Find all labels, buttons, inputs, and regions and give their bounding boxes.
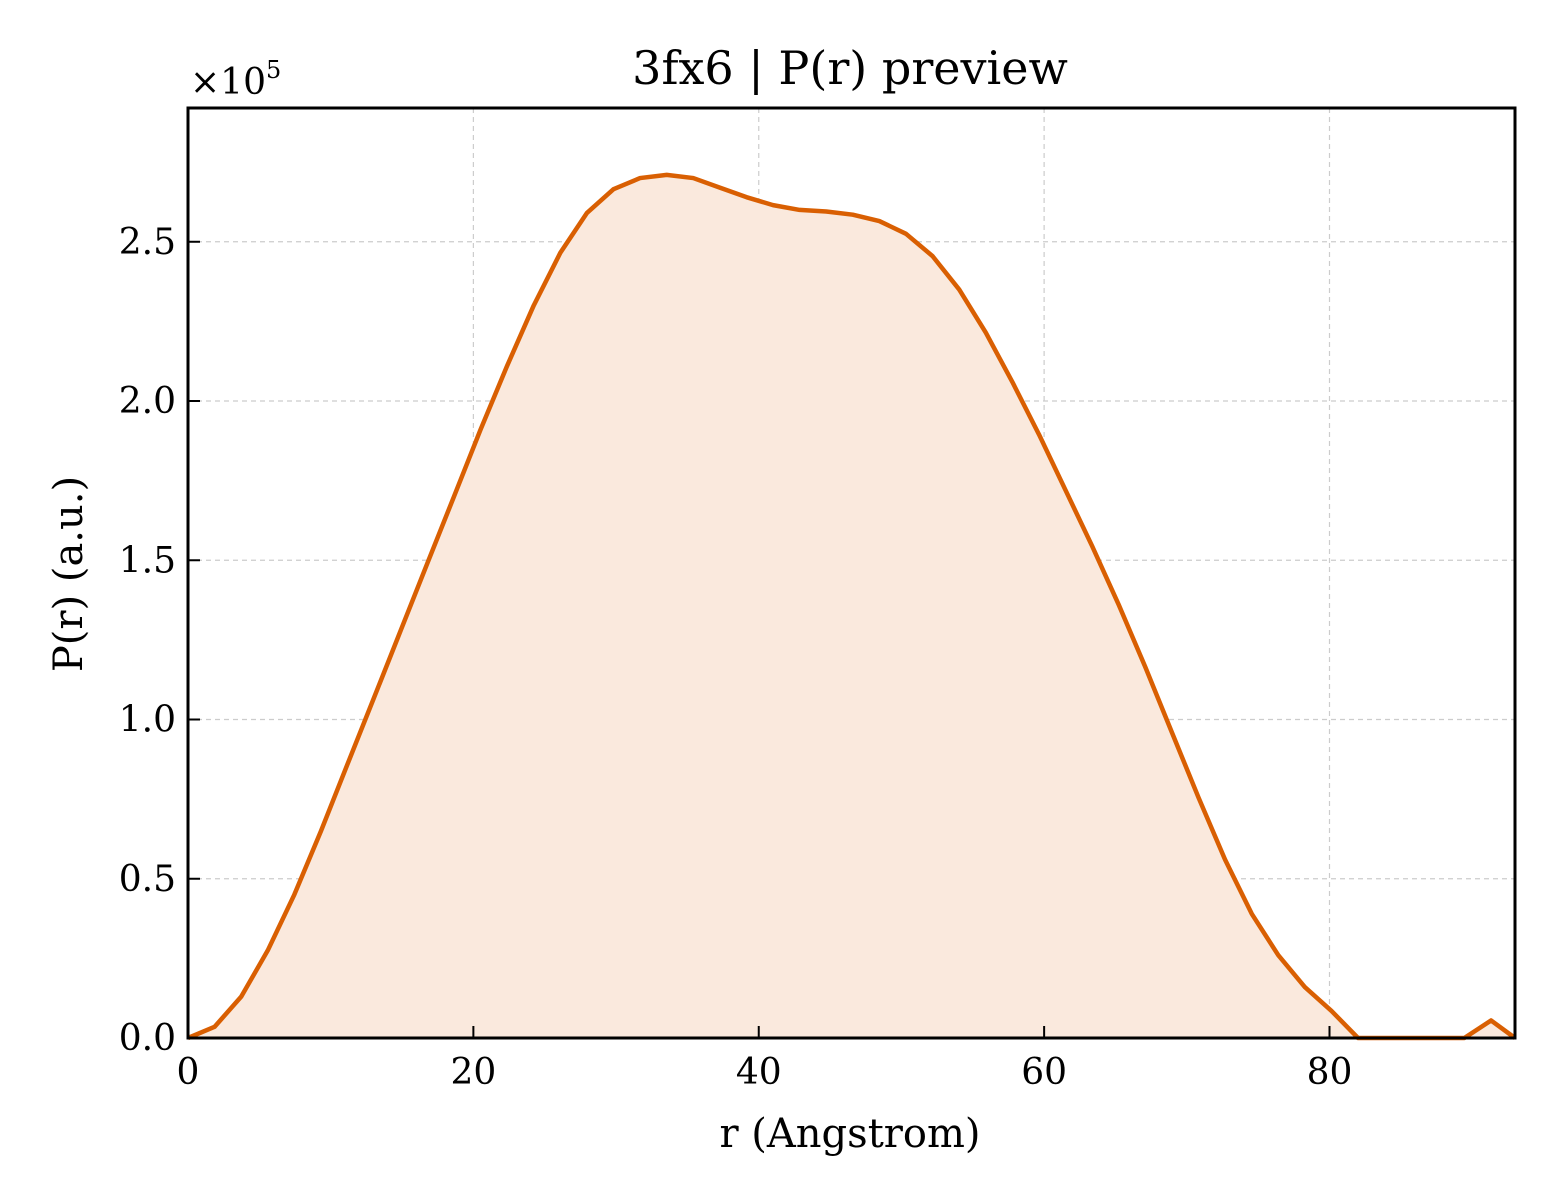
- y-tick-label: 0.5: [119, 859, 176, 900]
- axis-tick-labels: 0 20 40 60 80 0.0 0.5 1.0 1.5 2.0 2.5: [119, 222, 1353, 1093]
- x-tick-label: 80: [1307, 1052, 1353, 1093]
- x-axis-label: r (Angstrom): [719, 1111, 980, 1157]
- y-multiplier-base: ×10: [190, 62, 266, 103]
- y-tick-label: 2.0: [119, 381, 176, 422]
- chart-title: 3fx6 | P(r) preview: [632, 41, 1068, 95]
- x-tick-label: 20: [450, 1052, 496, 1093]
- y-axis-multiplier: ×105: [190, 56, 281, 103]
- series-line: [187, 172, 1517, 1041]
- axis-ticks: [187, 240, 1331, 1039]
- x-tick-label: 40: [736, 1052, 782, 1093]
- y-tick-label: 1.0: [119, 700, 176, 741]
- plot-frame: [186, 106, 1517, 1040]
- y-tick-label: 2.5: [119, 222, 176, 263]
- area-fill: [188, 174, 1515, 1038]
- x-tick-label: 0: [177, 1052, 200, 1093]
- x-tick-label: 60: [1021, 1052, 1067, 1093]
- y-multiplier-exponent: 5: [266, 56, 281, 84]
- y-tick-label: 1.5: [119, 540, 176, 581]
- y-axis-label: P(r) (a.u.): [46, 476, 92, 672]
- y-tick-label: 0.0: [119, 1018, 176, 1059]
